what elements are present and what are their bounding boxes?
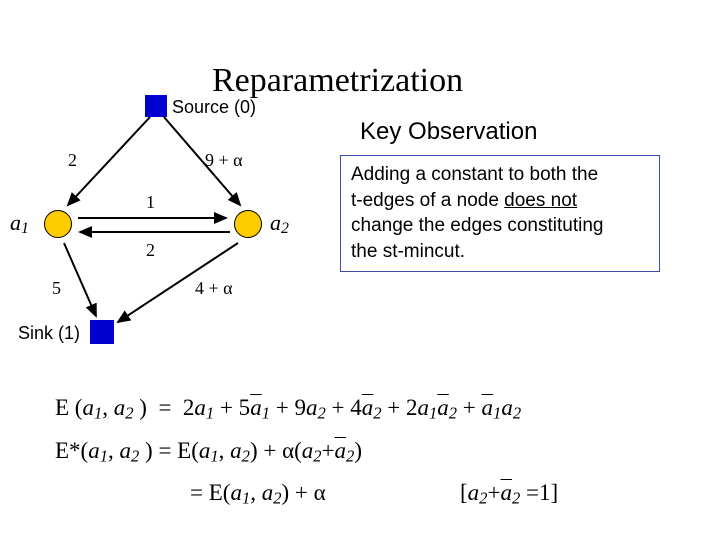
obs-line-1: Adding a constant to both the: [351, 164, 598, 185]
obs-line-3: change the edges constituting: [351, 215, 603, 236]
node-a2: [234, 210, 262, 238]
equation-2: E*(a1, a2 ) = E(a1, a2) + α(a2+a2): [55, 438, 362, 466]
weight-a2-sink: 4 + α: [195, 278, 233, 299]
source-node: [145, 95, 167, 117]
equation-3: = E(a1, a2) + α: [190, 480, 326, 508]
weight-src-a1: 2: [68, 150, 77, 171]
page-title: Reparametrization: [212, 62, 463, 100]
node-a1: [44, 210, 72, 238]
a2-sub: 2: [281, 220, 289, 237]
a1-sub: 1: [21, 220, 29, 237]
weight-src-a2: 9 + α: [205, 150, 243, 171]
sink-node: [90, 320, 114, 344]
equation-1: E (a1, a2 ) = 2a1 + 5a1 + 9a2 + 4a2 + 2a…: [55, 395, 521, 423]
weight-a1a2-top: 1: [146, 192, 155, 213]
obs-line-2a: t-edges of a node: [351, 190, 504, 211]
weight-a1-sink: 5: [52, 278, 61, 299]
observation-box: Adding a constant to both the t-edges of…: [340, 155, 660, 272]
obs-underlined: does not: [504, 190, 577, 211]
node-a2-label: a2: [270, 210, 289, 238]
source-label: Source (0): [172, 97, 256, 118]
key-observation-heading: Key Observation: [360, 118, 537, 146]
a1-letter: a: [10, 210, 21, 235]
weight-a1a2-bottom: 2: [146, 240, 155, 261]
node-a1-label: a1: [10, 210, 29, 238]
obs-line-4: the st-mincut.: [351, 241, 465, 262]
sink-label: Sink (1): [18, 323, 80, 344]
equation-bracket: [a2+a2 =1]: [460, 480, 558, 508]
a2-letter: a: [270, 210, 281, 235]
